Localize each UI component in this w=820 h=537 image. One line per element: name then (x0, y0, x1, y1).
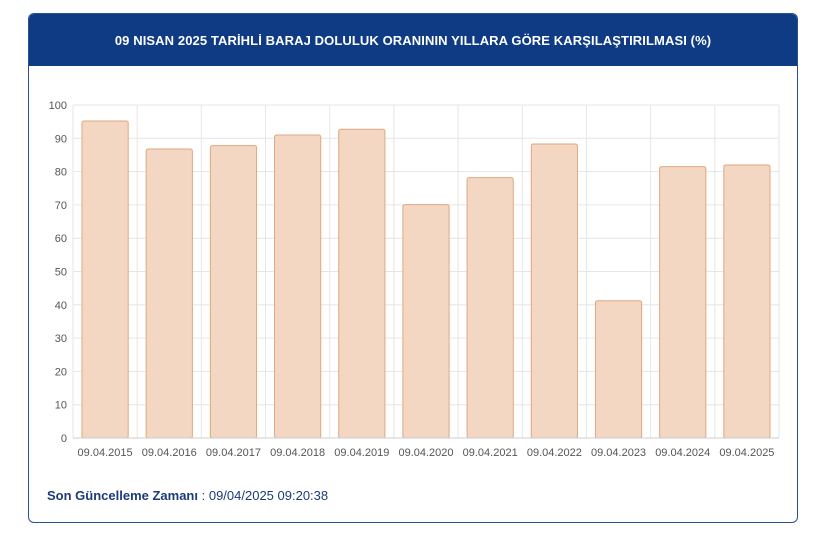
y-tick-label: 70 (55, 200, 67, 212)
y-tick-label: 60 (55, 233, 67, 245)
bar-09.04.2025[interactable] (723, 164, 771, 439)
y-tick-label: 30 (55, 333, 67, 345)
x-tick-label: 09.04.2024 (655, 447, 710, 459)
bar-09.04.2023[interactable] (594, 300, 643, 439)
last-update-value: 09/04/2025 09:20:38 (208, 488, 329, 503)
bar-09.04.2016[interactable] (145, 148, 193, 439)
bar-09.04.2018[interactable] (274, 134, 322, 439)
y-tick-label: 10 (55, 400, 67, 412)
last-update-label: Son Güncelleme Zamanı (47, 488, 198, 503)
x-tick-label: 09.04.2017 (206, 447, 261, 459)
bar-chart: 0 10 20 30 40 50 60 70 80 90 100 09.04.2015 09.04.20… (49, 100, 780, 459)
bar-09.04.2019[interactable] (338, 128, 386, 439)
y-tick-label: 100 (49, 100, 67, 112)
x-tick-label: 09.04.2022 (527, 447, 582, 459)
x-tick-label: 09.04.2020 (398, 447, 453, 459)
y-tick-label: 50 (55, 267, 67, 279)
x-tick-label: 09.04.2019 (334, 447, 389, 459)
bar-09.04.2015[interactable] (81, 120, 129, 439)
chart-title: 09 NISAN 2025 TARİHLİ BARAJ DOLULUK ORAN… (29, 14, 797, 66)
x-tick-label: 09.04.2016 (142, 447, 197, 459)
bar-09.04.2020[interactable] (402, 204, 450, 439)
x-tick-label: 09.04.2021 (463, 447, 518, 459)
bar-09.04.2021[interactable] (466, 177, 514, 439)
bar-09.04.2024[interactable] (659, 166, 707, 439)
x-tick-label: 09.04.2025 (719, 447, 774, 459)
last-update-separator: : (198, 488, 209, 503)
y-tick-label: 20 (55, 366, 67, 378)
y-tick-label: 90 (55, 133, 67, 145)
x-tick-label: 09.04.2018 (270, 447, 325, 459)
chart-card: 09 NISAN 2025 TARİHLİ BARAJ DOLULUK ORAN… (28, 13, 798, 523)
last-update: Son Güncelleme Zamanı : 09/04/2025 09:20… (47, 488, 328, 503)
chart-area: 0 10 20 30 40 50 60 70 80 90 100 09.04.2015 09.04.20… (29, 66, 797, 466)
x-tick-label: 09.04.2015 (78, 447, 133, 459)
bar-09.04.2022[interactable] (530, 143, 578, 439)
x-tick-label: 09.04.2023 (591, 447, 646, 459)
bar-09.04.2017[interactable] (209, 145, 258, 439)
y-tick-label: 0 (61, 433, 67, 445)
y-tick-label: 40 (55, 300, 67, 312)
y-tick-label: 80 (55, 167, 67, 179)
